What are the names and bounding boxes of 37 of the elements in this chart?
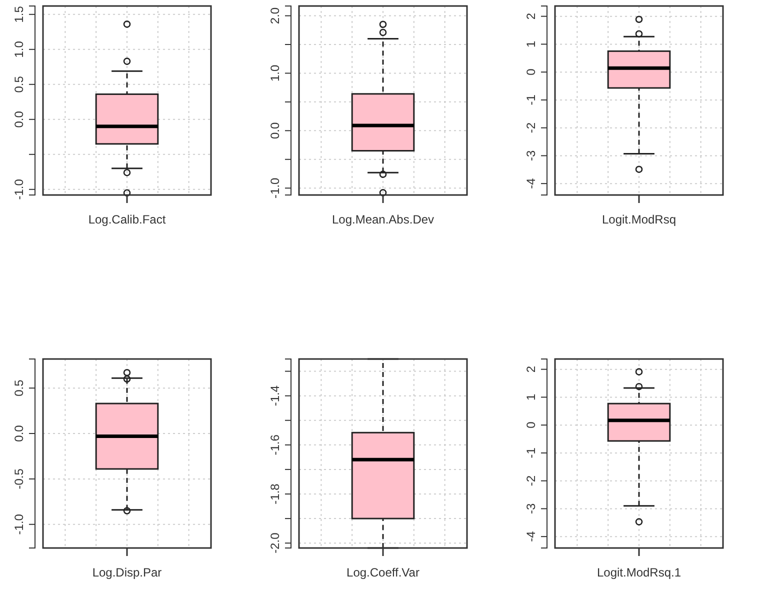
y-tick-label: -4 bbox=[524, 530, 538, 542]
y-tick-label: -1.0 bbox=[12, 514, 26, 535]
x-tick-label: Logit.ModRsq bbox=[602, 212, 676, 227]
y-tick-label: 0.5 bbox=[12, 76, 26, 93]
y-tick-label: -3 bbox=[524, 150, 538, 162]
y-tick-label: 1 bbox=[524, 394, 538, 401]
x-tick-label: Logit.ModRsq.1 bbox=[596, 566, 682, 580]
y-tick-label: -4 bbox=[524, 178, 538, 189]
y-tick-label: -1.8 bbox=[268, 483, 282, 504]
y-tick-label: 1.0 bbox=[268, 64, 282, 82]
y-tick-label: -3 bbox=[524, 503, 538, 514]
y-tick-label: -1.0 bbox=[268, 177, 282, 198]
y-tick-label: -1 bbox=[524, 447, 538, 458]
y-tick-label: 2.0 bbox=[268, 7, 282, 24]
y-tick-label: 0.0 bbox=[268, 122, 282, 140]
y-tick-label: -2.0 bbox=[268, 532, 282, 554]
x-tick-label: Log.Calib.Fact bbox=[88, 212, 166, 227]
y-tick-label: 0 bbox=[524, 68, 538, 76]
y-tick-label: -0.5 bbox=[12, 468, 26, 490]
y-tick-label: 1 bbox=[524, 40, 538, 48]
y-tick-label: -1.6 bbox=[268, 434, 282, 456]
y-tick-label: 1.5 bbox=[12, 6, 26, 23]
y-tick-label: 0 bbox=[524, 421, 538, 428]
y-tick-label: -1.4 bbox=[268, 385, 282, 406]
y-tick-label: 0.5 bbox=[12, 379, 26, 396]
x-tick-label: Log.Coeff.Var bbox=[346, 566, 420, 580]
y-tick-label: 1.0 bbox=[12, 40, 26, 58]
y-tick-label: 2 bbox=[524, 366, 538, 373]
y-tick-label: 0.0 bbox=[12, 424, 26, 442]
x-tick-label: Log.Disp.Par bbox=[92, 566, 162, 580]
y-tick-label: -2 bbox=[524, 122, 538, 134]
y-tick-label: 2 bbox=[524, 12, 538, 20]
y-tick-label: -2 bbox=[524, 475, 538, 486]
y-tick-label: -1.0 bbox=[12, 178, 26, 200]
y-tick-label: 0.0 bbox=[12, 110, 26, 128]
y-tick-label: -1 bbox=[524, 94, 538, 106]
x-tick-label: Log.Mean.Abs.Dev bbox=[332, 212, 434, 227]
